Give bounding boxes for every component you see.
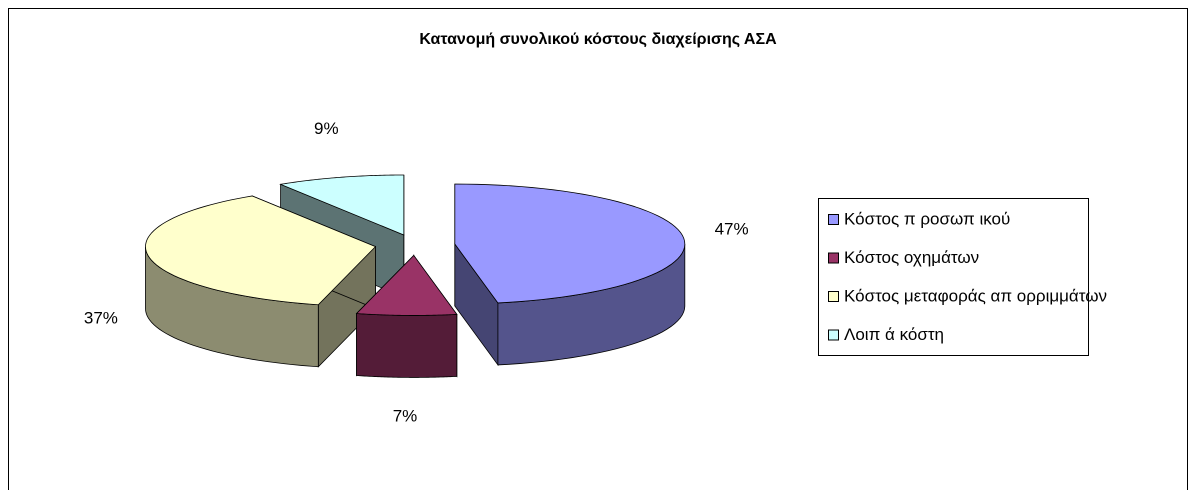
legend-swatch: [828, 291, 839, 302]
slice: [454, 183, 686, 367]
slice: [454, 183, 686, 304]
legend-label: Κόστος οχημάτων: [844, 248, 979, 267]
chart-title: Κατανομή συνολικού κόστους διαχείρισης Α…: [419, 31, 777, 48]
data-label: 7%: [393, 406, 418, 425]
legend-swatch: [828, 214, 839, 225]
legend-label: Λοιπ ά κόστη: [844, 325, 944, 344]
data-label: 37%: [84, 309, 118, 328]
slice: [279, 174, 405, 236]
slice: [355, 254, 458, 316]
data-label: 9%: [314, 119, 339, 138]
data-label: 47%: [715, 220, 749, 239]
slice: [355, 254, 458, 378]
slice-side: [356, 313, 458, 378]
legend-label: Κόστος π ροσωπ ικού: [844, 209, 1010, 228]
legend-label: Κόστος μεταφοράς απ ορριμμάτων: [844, 286, 1107, 305]
slice: [145, 195, 377, 306]
legend-box: [818, 198, 1089, 356]
legend-swatch: [828, 329, 839, 341]
legend-swatch: [828, 252, 839, 264]
slice: [145, 195, 377, 368]
